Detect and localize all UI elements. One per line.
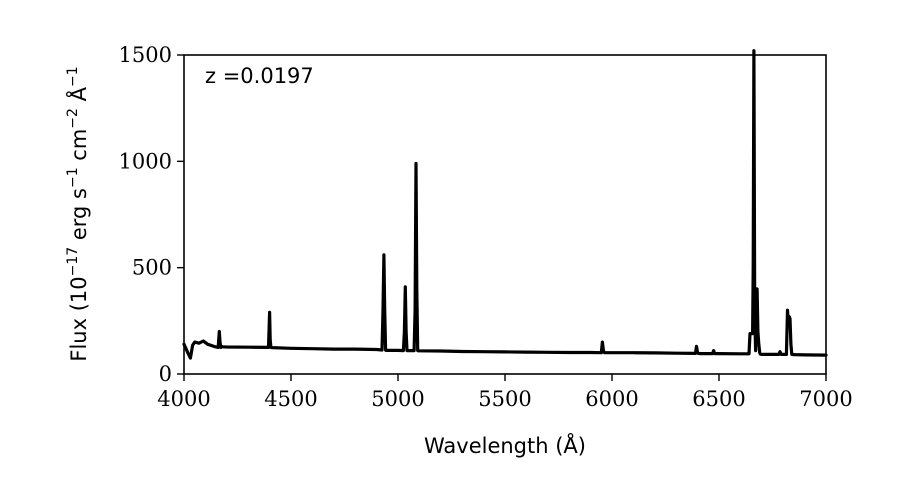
- y-tick-label: 0: [159, 362, 172, 386]
- x-tick-label: 6500: [692, 387, 745, 411]
- x-tick-label: 5000: [371, 387, 424, 411]
- plot-area: [183, 54, 827, 375]
- x-tick-label: 7000: [799, 387, 852, 411]
- y-axis-ticks: 0 500 1000 1500: [119, 43, 184, 386]
- x-tick-label: 4000: [157, 387, 210, 411]
- x-tick-label: 4500: [264, 387, 317, 411]
- y-tick-label: 500: [132, 256, 172, 280]
- x-tick-label: 5500: [478, 387, 531, 411]
- x-axis-label: Wavelength (Å): [424, 432, 586, 458]
- x-axis-ticks: 4000 4500 5000 5500 6000 6500 7000: [157, 374, 853, 411]
- redshift-annotation: z =0.0197: [205, 64, 314, 88]
- x-tick-label: 6000: [585, 387, 638, 411]
- spectrum-line: [182, 49, 828, 360]
- y-axis-label: Flux (10−17 erg s−1 cm−2 Å−1: [65, 66, 91, 361]
- y-tick-label: 1500: [119, 43, 172, 67]
- y-tick-label: 1000: [119, 149, 172, 173]
